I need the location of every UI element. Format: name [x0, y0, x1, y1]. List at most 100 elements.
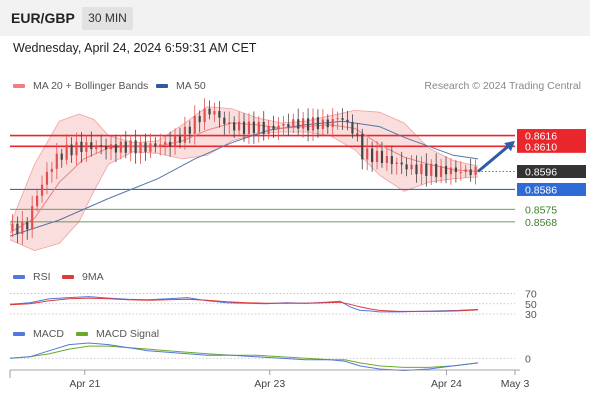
price-label-target: 0.8568 — [525, 217, 557, 229]
candle-body — [272, 125, 275, 130]
legend-ma50-label: MA 50 — [176, 80, 206, 92]
legend-macd-signal: MACD Signal — [76, 328, 159, 340]
candle-body — [129, 140, 132, 153]
candle-body — [351, 122, 354, 134]
candle-body — [469, 169, 472, 176]
legend-rsi9: 9MA — [62, 271, 104, 283]
legend-ma20-label: MA 20 + Bollinger Bands — [33, 80, 149, 92]
macd-zero-label: 0 — [525, 353, 531, 365]
candle-body — [85, 142, 88, 152]
candle-body — [124, 141, 127, 153]
legend-macd: MACD — [13, 328, 64, 340]
candle-body — [420, 163, 423, 175]
legend-macd-label: MACD — [33, 328, 64, 340]
symbol-title: EUR/GBP — [11, 10, 75, 26]
research-credit: Research © 2024 Trading Central — [424, 80, 581, 92]
candle-body — [400, 162, 403, 165]
legend-ma50: MA 50 — [156, 80, 206, 92]
candle-body — [346, 119, 349, 123]
candle-body — [16, 223, 19, 234]
candle-body — [454, 167, 457, 173]
candle-body — [233, 122, 236, 131]
candle-body — [188, 126, 191, 134]
candle-body — [218, 111, 221, 118]
candle-body — [80, 141, 83, 152]
candle-body — [228, 122, 231, 124]
rsi9-line — [9, 297, 479, 312]
candle-body — [213, 111, 216, 115]
candle-body — [474, 166, 477, 176]
rsi-line — [9, 296, 479, 313]
candle-body — [435, 163, 438, 177]
candle-body — [21, 221, 24, 234]
candle-body — [65, 144, 68, 160]
timeframe-button[interactable]: 30 MIN — [82, 7, 133, 30]
candle-body — [95, 145, 98, 150]
candle-body — [164, 141, 167, 145]
legend-ma20: MA 20 + Bollinger Bands — [13, 80, 148, 92]
macd-swatch — [13, 332, 25, 336]
candle-body — [70, 144, 73, 156]
ma20-swatch — [13, 84, 25, 88]
price-label-bg-resistance — [517, 139, 586, 153]
candle-body — [183, 126, 187, 143]
legend-rsi-label: RSI — [33, 271, 51, 283]
candle-body — [31, 206, 34, 230]
candle-body — [287, 123, 290, 128]
candle-body — [361, 134, 364, 160]
rsi-level-label: 70 — [525, 289, 537, 301]
candle-body — [410, 164, 413, 170]
candle-body — [380, 150, 384, 163]
candle-body — [341, 118, 344, 120]
macd-panel: 0 — [9, 342, 531, 372]
candle-body — [385, 156, 389, 163]
candle-body — [252, 121, 255, 134]
candle-body — [430, 163, 433, 176]
candle-body — [267, 125, 270, 134]
candle-body — [203, 108, 206, 123]
candle-body — [444, 165, 448, 175]
candle-body — [144, 142, 147, 152]
candle-body — [198, 115, 201, 123]
price-label-support: 0.8586 — [525, 184, 557, 196]
candle-body — [439, 165, 443, 177]
time-tick-label: Apr 24 — [431, 378, 462, 390]
candle-body — [405, 164, 408, 170]
candle-body — [11, 223, 14, 231]
candle-body — [193, 115, 196, 134]
candle-body — [449, 167, 453, 175]
candle-body — [242, 121, 246, 134]
candle-body — [100, 145, 103, 147]
candle-body — [282, 123, 285, 126]
candle-body — [336, 118, 339, 120]
price-label-bg-current — [517, 165, 586, 179]
price-panel — [10, 98, 515, 252]
rsi9-swatch — [62, 275, 74, 279]
candle-body — [356, 133, 359, 135]
price-label-bg-resistance — [517, 129, 586, 143]
candle-body — [375, 150, 379, 163]
rsi-level-label: 50 — [525, 299, 537, 311]
rsi-level-label: 30 — [525, 309, 537, 321]
candle-body — [149, 143, 152, 152]
ma50-swatch — [156, 84, 168, 88]
candle-body — [50, 168, 53, 172]
candle-body — [311, 117, 315, 131]
candle-body — [90, 142, 93, 150]
projection-arrow — [477, 142, 512, 173]
candle-body — [139, 142, 142, 154]
candle-body — [178, 136, 182, 143]
candle-body — [134, 140, 137, 154]
candle-body — [390, 156, 393, 165]
candle-body — [114, 144, 118, 153]
price-label-bg-support — [517, 182, 586, 196]
candle-body — [366, 148, 369, 160]
candle-body — [247, 121, 251, 134]
price-label-target: 0.8575 — [525, 204, 557, 216]
candle-body — [208, 108, 211, 115]
macd-signal-swatch — [76, 332, 88, 336]
candle-body — [302, 118, 305, 129]
macd-signal-line — [9, 345, 479, 368]
